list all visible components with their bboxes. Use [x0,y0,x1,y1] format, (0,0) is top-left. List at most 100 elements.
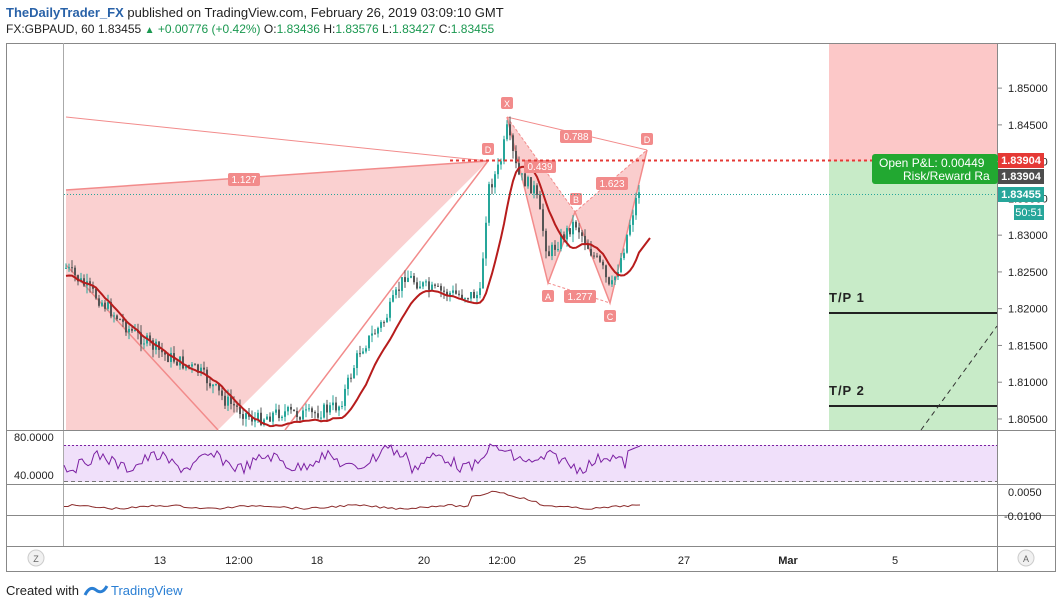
candle-body [545,230,547,252]
candle-body [563,234,565,240]
candle-body [266,416,268,420]
candle-body [224,395,226,406]
ratio-label-0788: 0.788 [563,132,588,143]
candle-body [293,409,295,412]
rsi-line [63,443,641,476]
candle-body [557,249,559,251]
candle-body [548,251,550,257]
entry-price-badge [998,169,1044,184]
candle-body [629,224,631,235]
candle-body [605,265,607,278]
pattern-left-fill [66,161,488,430]
candle-body [302,410,304,420]
price-axis[interactable]: 1.850001.845001.840001.835001.830001.825… [997,83,1048,426]
countdown-badge-text: 50:51 [1015,207,1043,219]
candle-body [410,275,412,278]
candle-body [380,322,382,328]
low-label: L: [382,22,393,36]
moving-average-line [65,165,651,428]
candle-body [227,396,229,406]
candle-body [437,285,439,287]
pattern-left-rise [284,160,489,431]
candle-body [314,412,316,414]
position-info-bg [872,154,998,184]
created-with-text: Created with [6,583,79,598]
candle-body [80,278,82,282]
candle-body [590,248,592,256]
rsi-pane[interactable]: 80.0000 40.0000 [14,432,997,482]
ratio-label-1623: 1.623 [599,179,624,190]
candle-body [347,377,349,389]
candle-body [443,290,445,292]
candle-body [122,319,124,322]
candle-body [335,402,337,411]
candle-body [89,281,91,286]
candle-body [584,235,586,245]
candle-body [116,315,118,320]
candle-body [638,192,640,198]
candle-body [620,258,622,273]
candle-body [593,255,595,257]
pattern-xb-line [506,116,576,213]
candle-body [98,298,100,306]
candle-body [608,277,610,285]
candle-body [236,405,238,407]
candle-body [362,351,364,354]
candle-body [209,383,211,387]
lower-level-neg0100: -0.0100 [1004,511,1041,523]
point-box-d-left [482,143,494,155]
tradingview-brand[interactable]: TradingView [110,583,183,598]
candle-body [401,277,403,291]
lower-indicator-pane[interactable]: 0.0050 -0.0100 [64,487,1042,523]
price-tick-label: 1.81500 [1008,340,1048,352]
author-name[interactable]: TheDailyTrader_FX [6,5,124,20]
candle-body [416,282,418,289]
ratio-label-0439: 0.439 [527,162,552,173]
candle-body [479,288,481,295]
candle-body [554,244,556,250]
last-price-badge [998,187,1044,202]
candle-body [446,291,448,296]
candle-body [281,416,283,419]
zoom-button[interactable] [27,549,45,567]
stop-price-badge [998,153,1044,168]
point-label-d: D [644,135,651,145]
footer: Created with TradingView [6,583,183,598]
tradingview-logo-icon[interactable] [83,584,109,598]
candle-body [200,367,202,373]
stop-loss-zone[interactable] [829,44,997,161]
lower-level-0050: 0.0050 [1008,487,1042,499]
candle-body [371,333,373,336]
candle-body [323,404,325,418]
position-info-box[interactable]: Open P&L: 0.00449 Risk/Reward Ra [872,154,998,184]
candle-body [242,414,244,419]
time-tick-label: 20 [418,555,430,567]
take-profit-zone[interactable] [829,161,997,430]
candle-body [476,294,478,299]
candle-body [191,364,193,367]
candle-body [119,319,121,321]
candle-body [260,412,262,425]
pattern-ratio-labels: 0.788 0.439 1.277 1.623 1.127 [228,130,628,303]
candle-body [377,327,379,334]
candle-body [467,298,469,300]
candle-body [434,284,436,286]
harmonic-pattern[interactable] [65,116,648,431]
candle-body [131,328,133,331]
candle-body [578,227,580,233]
candle-body [560,234,562,250]
candle-body [74,267,76,276]
candle-body [341,405,343,407]
price-axis-badges: 1.83904 1.83904 1.83455 50:51 [998,153,1044,220]
candle-body [152,340,154,350]
candle-body [461,294,463,299]
candle-body [431,284,433,290]
price-change: +0.00776 (+0.42%) [157,22,261,36]
candle-body [128,328,130,333]
candle-body [290,406,292,410]
point-label-c: C [607,312,614,322]
time-axis[interactable]: 13 12:00 18 20 12:00 25 27 Mar 5 [154,555,898,567]
point-label-x: X [504,99,510,109]
auto-scale-button[interactable] [1017,549,1035,567]
